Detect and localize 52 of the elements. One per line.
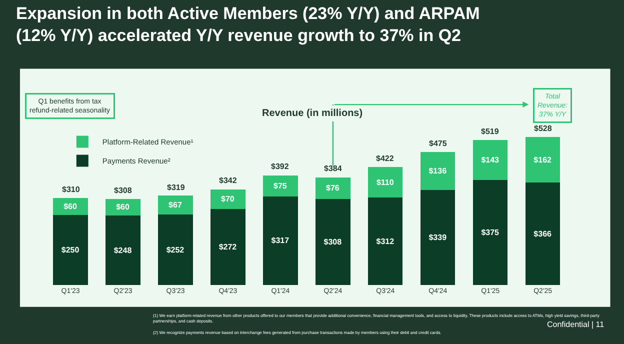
data-label: $308	[324, 237, 342, 246]
bar	[316, 198, 350, 286]
total-label: $528	[534, 124, 552, 133]
data-label: $70	[221, 194, 235, 204]
bar	[158, 214, 193, 286]
bar	[316, 177, 350, 199]
bar	[263, 196, 298, 286]
total-label: $308	[114, 186, 132, 195]
chart-subtitle: Revenue (in millions)	[262, 108, 363, 119]
bar	[210, 208, 246, 286]
bar	[526, 182, 560, 286]
data-label: $317	[271, 236, 290, 246]
total-label: $342	[219, 176, 238, 185]
data-label: $366	[534, 229, 552, 238]
bar	[53, 215, 88, 286]
bar	[368, 166, 403, 198]
data-label: $162	[534, 155, 552, 164]
bar	[106, 216, 140, 286]
bar	[53, 198, 88, 216]
total-label: $392	[271, 162, 290, 171]
chart-title: Expansion in both Active Members (23% Y/Y) and ARPAM (12% Y/Y) accelerated Y/Y revenue growth to 37% in Q2	[16, 4, 480, 46]
data-label: $76	[326, 184, 340, 193]
data-label: $375	[481, 228, 500, 238]
data-label: $250	[61, 246, 80, 255]
bar	[420, 190, 456, 286]
data-label: $67	[168, 200, 182, 210]
data-label: $339	[428, 233, 448, 242]
data-label: $60	[116, 202, 130, 212]
total-label: $319	[167, 183, 186, 192]
text: Confidential | 11	[547, 320, 605, 329]
bar	[263, 175, 298, 196]
bar	[526, 137, 560, 183]
data-label: $136	[428, 166, 448, 176]
data-label: $60	[64, 202, 78, 212]
total-label: $422	[376, 154, 394, 163]
data-label: $312	[376, 236, 395, 246]
bar	[210, 189, 246, 209]
data-label: $75	[274, 181, 288, 190]
total-label: $519	[481, 127, 500, 136]
data-label: $110	[376, 178, 394, 187]
total-label: $384	[324, 164, 342, 173]
total-label: $310	[62, 185, 80, 194]
data-label: $248	[114, 246, 132, 255]
data-label: $272	[218, 242, 238, 252]
total-label: $475	[429, 139, 448, 148]
bar	[368, 198, 403, 286]
data-label: $252	[166, 245, 185, 254]
bar	[473, 140, 508, 180]
bar	[158, 196, 193, 215]
bar	[473, 180, 508, 286]
data-label: $143	[481, 155, 500, 164]
bar	[420, 152, 456, 190]
